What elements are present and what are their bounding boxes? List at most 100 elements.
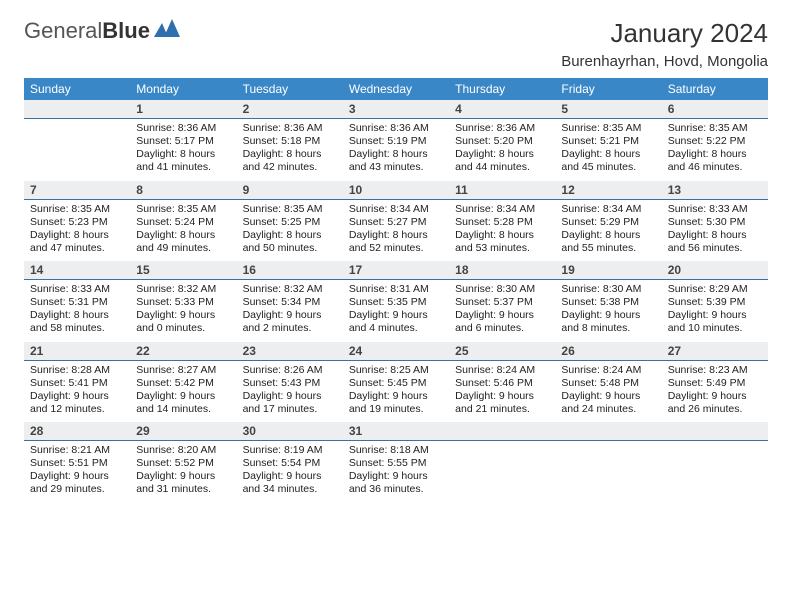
day-cell: 9Sunrise: 8:35 AMSunset: 5:25 PMDaylight… [237, 181, 343, 262]
day-body: Sunrise: 8:35 AMSunset: 5:25 PMDaylight:… [237, 200, 343, 262]
sunrise-line: Sunrise: 8:30 AM [455, 283, 549, 296]
sunset-line: Sunset: 5:22 PM [668, 135, 762, 148]
sunrise-line: Sunrise: 8:35 AM [30, 203, 124, 216]
day-number: 11 [449, 181, 555, 200]
sunset-line: Sunset: 5:51 PM [30, 457, 124, 470]
day-body: Sunrise: 8:26 AMSunset: 5:43 PMDaylight:… [237, 361, 343, 423]
daylight-line: Daylight: 8 hours and 49 minutes. [136, 229, 230, 255]
logo-word-1: General [24, 18, 102, 43]
day-number: 10 [343, 181, 449, 200]
daylight-line: Daylight: 8 hours and 58 minutes. [30, 309, 124, 335]
sunrise-line: Sunrise: 8:33 AM [668, 203, 762, 216]
location: Burenhayrhan, Hovd, Mongolia [561, 53, 768, 70]
daylight-line: Daylight: 9 hours and 26 minutes. [668, 390, 762, 416]
day-cell: 28Sunrise: 8:21 AMSunset: 5:51 PMDayligh… [24, 422, 130, 503]
sunset-line: Sunset: 5:21 PM [561, 135, 655, 148]
sunrise-line: Sunrise: 8:36 AM [349, 122, 443, 135]
header: GeneralBlue January 2024 Burenhayrhan, H… [0, 0, 792, 78]
logo-word-2: Blue [102, 18, 150, 43]
day-cell: 15Sunrise: 8:32 AMSunset: 5:33 PMDayligh… [130, 261, 236, 342]
week-row: 21 Sunrise: 8:28 AMSunset: 5:41 PM Dayligh… [24, 342, 768, 423]
day-cell: 30Sunrise: 8:19 AMSunset: 5:54 PMDayligh… [237, 422, 343, 503]
sunrise-line: Sunrise: 8:24 AM [455, 364, 549, 377]
logo: GeneralBlue [24, 18, 180, 44]
daylight-line: Daylight: 8 hours and 53 minutes. [455, 229, 549, 255]
sunrise-line: Sunrise: 8:25 AM [349, 364, 443, 377]
flag-icon [154, 19, 180, 44]
daylight-line: Daylight: 8 hours and 46 minutes. [668, 148, 762, 174]
sunset-line: Sunset: 5:30 PM [668, 216, 762, 229]
logo-text: GeneralBlue [24, 18, 150, 44]
day-cell [662, 422, 768, 503]
day-number: 27 [662, 342, 768, 361]
day-body: Sunrise: 8:23 AMSunset: 5:49 PMDaylight:… [662, 361, 768, 423]
sunset-line: Sunset: 5:28 PM [455, 216, 549, 229]
title-block: January 2024 Burenhayrhan, Hovd, Mongoli… [561, 18, 768, 70]
sunrise-line: Sunrise: 8:35 AM [668, 122, 762, 135]
day-body: Sunrise: 8:35 AMSunset: 5:24 PMDaylight:… [130, 200, 236, 262]
day-number: 12 [555, 181, 661, 200]
day-body: Sunrise: 8:36 AMSunset: 5:18 PMDaylight:… [237, 119, 343, 181]
day-body: Sunrise: 8:27 AMSunset: 5:42 PMDaylight:… [130, 361, 236, 423]
day-cell: 27Sunrise: 8:23 AMSunset: 5:49 PMDayligh… [662, 342, 768, 423]
sunset-line: Sunset: 5:52 PM [136, 457, 230, 470]
sunset-line: Sunset: 5:31 PM [30, 296, 124, 309]
sunrise-line: Sunrise: 8:30 AM [561, 283, 655, 296]
sunrise-line: Sunrise: 8:36 AM [455, 122, 549, 135]
empty-day [449, 422, 555, 441]
day-body: Sunrise: 8:30 AMSunset: 5:38 PMDaylight:… [555, 280, 661, 342]
day-header: Friday [555, 78, 661, 100]
month-title: January 2024 [561, 18, 768, 49]
day-number: 17 [343, 261, 449, 280]
day-number: 21 [24, 342, 130, 361]
day-cell: 13Sunrise: 8:33 AMSunset: 5:30 PMDayligh… [662, 181, 768, 262]
sunset-line: Sunset: 5:20 PM [455, 135, 549, 148]
sunset-line: Sunset: 5:34 PM [243, 296, 337, 309]
day-cell: 16Sunrise: 8:32 AMSunset: 5:34 PMDayligh… [237, 261, 343, 342]
sunset-line: Sunset: 5:42 PM [136, 377, 230, 390]
sunset-line: Sunset: 5:18 PM [243, 135, 337, 148]
day-number: 28 [24, 422, 130, 441]
day-cell: 14Sunrise: 8:33 AMSunset: 5:31 PMDayligh… [24, 261, 130, 342]
daylight-line: Daylight: 9 hours and 4 minutes. [349, 309, 443, 335]
day-number: 8 [130, 181, 236, 200]
day-number: 30 [237, 422, 343, 441]
day-header: Thursday [449, 78, 555, 100]
day-cell [24, 100, 130, 181]
sunrise-line: Sunrise: 8:26 AM [243, 364, 337, 377]
weeks: 1Sunrise: 8:36 AMSunset: 5:17 PMDaylight… [24, 100, 768, 503]
day-cell: 20Sunrise: 8:29 AMSunset: 5:39 PMDayligh… [662, 261, 768, 342]
sunset-line: Sunset: 5:54 PM [243, 457, 337, 470]
day-body: Sunrise: 8:29 AMSunset: 5:39 PMDaylight:… [662, 280, 768, 342]
daylight-line: Daylight: 9 hours and 21 minutes. [455, 390, 549, 416]
empty-day [24, 100, 130, 119]
sunrise-line: Sunrise: 8:32 AM [243, 283, 337, 296]
sunrise-line: Sunrise: 8:20 AM [136, 444, 230, 457]
day-cell: 26Sunrise: 8:24 AMSunset: 5:48 PMDayligh… [555, 342, 661, 423]
day-body: Sunrise: 8:24 AMSunset: 5:48 PMDaylight:… [555, 361, 661, 423]
daylight-line: Daylight: 9 hours and 29 minutes. [30, 470, 124, 496]
day-header: Monday [130, 78, 236, 100]
daylight-line: Daylight: 8 hours and 43 minutes. [349, 148, 443, 174]
day-body: Sunrise: 8:33 AMSunset: 5:30 PMDaylight:… [662, 200, 768, 262]
day-header: Sunday [24, 78, 130, 100]
daylight-line: Daylight: 8 hours and 52 minutes. [349, 229, 443, 255]
daylight-line: Daylight: 9 hours and 6 minutes. [455, 309, 549, 335]
day-header: Tuesday [237, 78, 343, 100]
day-body: Sunrise: 8:36 AMSunset: 5:17 PMDaylight:… [130, 119, 236, 181]
day-headers: SundayMondayTuesdayWednesdayThursdayFrid… [24, 78, 768, 100]
day-cell: 23Sunrise: 8:26 AMSunset: 5:43 PMDayligh… [237, 342, 343, 423]
sunrise-line: Sunrise: 8:28 AM [30, 364, 124, 377]
sunset-line: Sunset: 5:38 PM [561, 296, 655, 309]
sunset-line: Sunset: 5:33 PM [136, 296, 230, 309]
day-cell: 25Sunrise: 8:24 AMSunset: 5:46 PMDayligh… [449, 342, 555, 423]
daylight-line: Daylight: 9 hours and 19 minutes. [349, 390, 443, 416]
day-number: 25 [449, 342, 555, 361]
sunset-line: Sunset: 5:41 PM [30, 377, 124, 390]
day-cell: 1Sunrise: 8:36 AMSunset: 5:17 PMDaylight… [130, 100, 236, 181]
sunset-line: Sunset: 5:39 PM [668, 296, 762, 309]
day-cell: 19Sunrise: 8:30 AMSunset: 5:38 PMDayligh… [555, 261, 661, 342]
day-cell: 5Sunrise: 8:35 AMSunset: 5:21 PMDaylight… [555, 100, 661, 181]
sunset-line: Sunset: 5:23 PM [30, 216, 124, 229]
sunset-line: Sunset: 5:55 PM [349, 457, 443, 470]
